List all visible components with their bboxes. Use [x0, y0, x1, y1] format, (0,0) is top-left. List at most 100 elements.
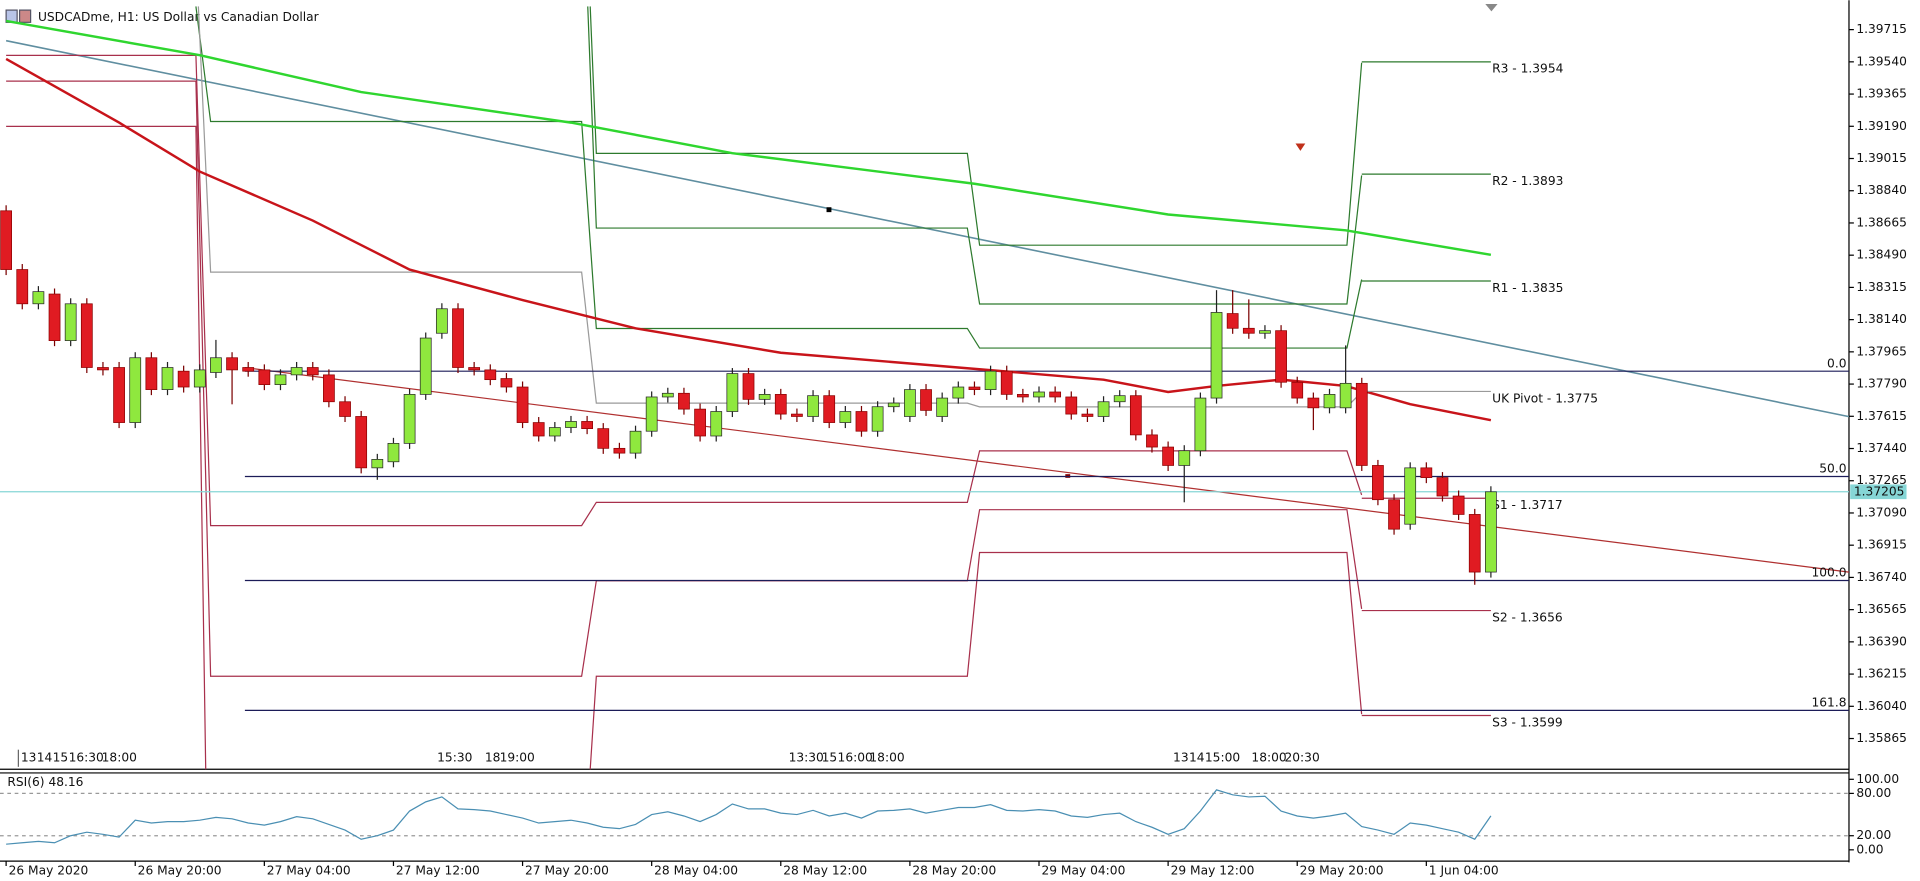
candle-body [274, 374, 287, 385]
candle-body [16, 269, 29, 305]
candle-body [936, 397, 949, 417]
candle-body [661, 392, 674, 398]
candle-body [1404, 467, 1417, 525]
candle-body [306, 367, 319, 376]
pivot-label: S2 - 1.3656 [1492, 610, 1563, 624]
candle-body [1162, 446, 1174, 466]
y-tick-label: 1.37090 [1856, 505, 1907, 519]
pivot-history [6, 125, 207, 770]
candle-body [145, 357, 158, 390]
candle-body [887, 402, 900, 408]
event-marker: 18 [485, 751, 501, 765]
candle-body [1307, 397, 1320, 409]
y-tick-label: 1.38315 [1856, 280, 1907, 294]
y-tick-label: 1.37790 [1856, 377, 1907, 391]
candle-body [1259, 330, 1271, 334]
x-tick-label: 27 May 20:00 [525, 863, 609, 877]
candle-body [1372, 465, 1384, 501]
candle-body [1194, 397, 1207, 452]
event-marker: 15 [822, 751, 838, 765]
candle-body [1113, 395, 1126, 403]
candle-body [629, 430, 642, 454]
fib-label: 100.0 [1811, 566, 1846, 580]
candle-body [565, 421, 577, 428]
candle-body [1452, 495, 1465, 515]
event-marker: 18:00 [1251, 751, 1286, 765]
event-marker: 14 [1189, 751, 1205, 765]
fib-label: 0.0 [1827, 356, 1846, 370]
candle-body [1000, 370, 1013, 395]
event-marker: 18:00 [102, 751, 137, 765]
candle-body [1129, 395, 1142, 436]
event-marker: 16:00 [838, 751, 873, 765]
candle-body [371, 459, 384, 469]
x-tick-label: 28 May 12:00 [783, 863, 867, 877]
y-tick-label: 1.38840 [1856, 183, 1907, 197]
candle-body [532, 422, 545, 437]
y-tick-label: 1.36740 [1856, 570, 1907, 584]
candle-body [823, 395, 836, 423]
pivot-label: S1 - 1.3717 [1492, 498, 1563, 512]
event-marker: 19:00 [500, 751, 535, 765]
trendline [244, 367, 1850, 573]
event-marker: 13:30 [789, 751, 824, 765]
candle-body [1420, 467, 1433, 478]
candle-body [952, 386, 965, 399]
x-tick-label: 1 Jun 04:00 [1429, 863, 1499, 877]
candle-body [855, 411, 868, 432]
y-tick-label: 1.39540 [1856, 54, 1907, 68]
y-tick-label: 1.36915 [1856, 538, 1907, 552]
candle-body [500, 378, 513, 388]
candle-body [1323, 394, 1336, 409]
candle-body [113, 367, 125, 423]
y-tick-label: 0.00 [1856, 842, 1883, 856]
y-tick-label: 1.39365 [1856, 87, 1907, 101]
x-tick-label: 26 May 20:00 [138, 863, 222, 877]
candle-body [1485, 491, 1497, 573]
candle-body [1049, 391, 1062, 398]
candle-body [742, 373, 755, 400]
pivot-label: UK Pivot - 1.3775 [1492, 391, 1598, 405]
candle-body [984, 370, 997, 390]
candle-body [355, 416, 368, 469]
candle-body [1016, 394, 1029, 398]
candle-body [758, 394, 771, 400]
candle-body [452, 308, 464, 368]
candle-body [80, 303, 93, 368]
y-tick-label: 20.00 [1856, 828, 1891, 842]
candle-body [161, 367, 174, 390]
candle-body [968, 386, 981, 390]
candle-body [97, 367, 109, 371]
event-marker: 20:30 [1284, 751, 1319, 765]
x-tick-label: 26 May 2020 [9, 863, 89, 877]
candle-body [807, 395, 819, 417]
rsi-title: RSI(6) 48.16 [7, 775, 83, 789]
candle-body [1468, 514, 1481, 573]
event-marker: 14 [37, 751, 53, 765]
pivot-label: R2 - 1.3893 [1492, 174, 1563, 188]
y-tick-label: 1.38490 [1856, 248, 1907, 262]
icon [18, 9, 32, 23]
y-tick-label: 1.38665 [1856, 215, 1907, 229]
candle-body [1355, 382, 1368, 466]
candle-body [1226, 313, 1239, 329]
pivot-history [587, 6, 1363, 305]
y-tick-label: 100.00 [1856, 772, 1899, 786]
candle-body [1081, 413, 1094, 417]
pivot-label: R1 - 1.3835 [1492, 281, 1563, 295]
shift-marker [1485, 3, 1498, 12]
candle-body [468, 367, 481, 371]
candle-body [64, 303, 77, 341]
candle-body [678, 392, 690, 410]
candle-body [1436, 477, 1449, 497]
event-marker: 13 [21, 751, 37, 765]
pivot-label: S3 - 1.3599 [1492, 715, 1563, 729]
pivot-label: R3 - 1.3954 [1492, 62, 1564, 76]
fib-label: 161.8 [1811, 696, 1846, 710]
candle-body [1033, 391, 1045, 398]
x-tick-label: 29 May 12:00 [1171, 863, 1255, 877]
y-tick-label: 1.39190 [1856, 119, 1907, 133]
candle-body [435, 308, 448, 334]
